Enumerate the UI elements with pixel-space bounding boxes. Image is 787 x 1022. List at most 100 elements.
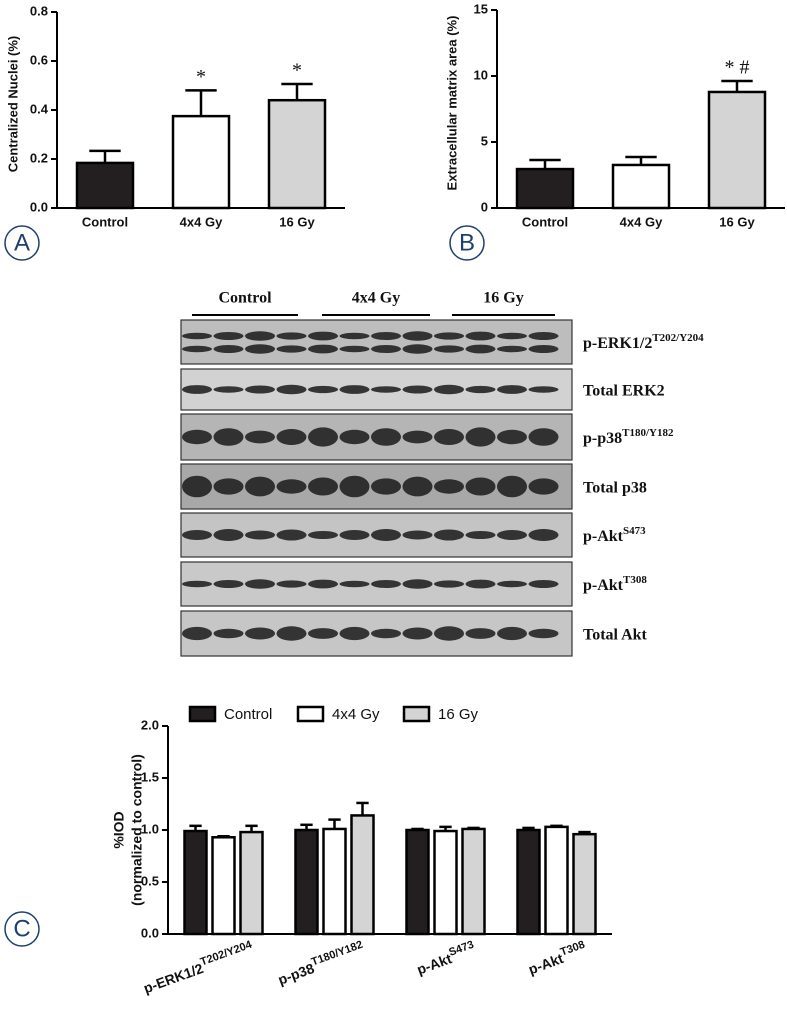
y-tick-label: 0.0: [30, 199, 48, 214]
error-bar: [189, 824, 202, 832]
category-name: p-Akt: [526, 950, 565, 977]
blot-row-label: p-ERK1/2T202/Y204: [583, 332, 704, 352]
blot-row-superscript: T180/Y182: [622, 427, 674, 439]
error-bar: [467, 826, 480, 830]
blot-band: [465, 477, 496, 496]
blot-group-label: Control: [218, 290, 272, 307]
blot-band: [182, 332, 212, 340]
blot-band: [245, 476, 275, 497]
panel-letter-circle: [449, 225, 485, 261]
blot-row-label: Total Akt: [583, 626, 648, 643]
blot-band: [213, 529, 244, 541]
blot-row-name: p-p38: [583, 430, 622, 447]
blot-band: [497, 332, 527, 340]
blot-band: [308, 477, 338, 496]
blot-band: [371, 478, 401, 495]
blot-band: [434, 580, 464, 588]
blot-band: [497, 385, 527, 394]
blot-band: [276, 384, 307, 395]
blot-band: [497, 580, 527, 588]
y-tick-label: 0.0: [141, 925, 159, 940]
category-name: p-ERK1/2: [141, 960, 205, 996]
bar: [211, 836, 236, 936]
x-tick-label: Control: [82, 214, 128, 229]
blot-band: [339, 429, 370, 445]
bar: [171, 114, 231, 210]
y-tick-label: 0.8: [30, 3, 48, 18]
x-tick-label: 4x4 Gy: [180, 214, 223, 229]
error-bar: [300, 823, 313, 830]
blot-band: [528, 580, 559, 588]
y-tick-label: 15: [474, 1, 488, 16]
blot-band: [528, 428, 559, 446]
bar: [183, 829, 208, 936]
blot-band: [371, 386, 401, 393]
blot-band: [213, 478, 244, 495]
blot-band: [371, 529, 401, 541]
error-bar: [245, 824, 258, 833]
y-tick-label: 10: [474, 67, 488, 82]
legend-label: Control: [224, 706, 272, 723]
y-tick-label: 0.4: [30, 101, 49, 116]
blot-band: [528, 386, 559, 393]
blot-band: [434, 332, 464, 340]
error-bar: [328, 818, 341, 829]
bar: [461, 827, 486, 936]
bar: [544, 825, 569, 936]
blot-band: [245, 331, 275, 341]
blot-band: [276, 580, 307, 588]
blot-group-label: 4x4 Gy: [352, 290, 400, 307]
blot-band: [434, 429, 464, 445]
blot-band: [339, 626, 370, 641]
blot-bands: [182, 331, 559, 354]
blot-band: [308, 344, 338, 354]
blot-band: [371, 428, 401, 446]
blot-band: [245, 430, 275, 444]
blot-band: [434, 384, 464, 395]
error-bar: [721, 79, 753, 92]
error-bar: [281, 82, 313, 101]
blot-band: [276, 529, 307, 541]
blot-band: [245, 385, 275, 394]
panel-letter-circle: [4, 225, 40, 261]
blot-band: [339, 385, 370, 394]
blot-band: [213, 580, 244, 588]
blot-bands: [182, 475, 559, 498]
blot-band: [276, 332, 307, 340]
blot-band: [213, 428, 244, 446]
blot-band: [308, 579, 338, 589]
panel-letter: A: [14, 229, 30, 256]
bar: [322, 827, 347, 936]
blot-band: [182, 580, 212, 588]
blot-band: [528, 345, 559, 353]
legend-label: 4x4 Gy: [332, 706, 380, 723]
x-tick-label: p-AktT308: [525, 939, 589, 977]
y-axis-label: (normalized to control): [129, 754, 145, 906]
blot-row-superscript: T202/Y204: [652, 332, 704, 344]
blot-band: [276, 479, 307, 494]
blot-band: [276, 429, 307, 445]
blot-band: [339, 345, 370, 353]
y-tick-label: 0.2: [30, 150, 48, 165]
blot-band: [434, 626, 464, 641]
bar: [75, 161, 135, 210]
x-tick-label: p-p38T180/Y182: [275, 939, 367, 988]
blot-band: [213, 332, 244, 340]
legend-swatch: [296, 705, 325, 723]
blot-band: [402, 430, 433, 444]
blot-band: [213, 386, 244, 393]
blot-band: [339, 475, 370, 498]
x-tick-label: p-AktS473: [414, 939, 478, 978]
blot-bands: [182, 529, 559, 541]
category-superscript: T202/Y204: [199, 938, 255, 968]
bar: [239, 830, 264, 936]
blot-band: [339, 580, 370, 588]
error-bar: [217, 834, 230, 838]
blot-bands: [182, 384, 559, 395]
blot-band: [308, 385, 338, 394]
category-superscript: T308: [559, 939, 587, 959]
blot-band: [371, 332, 401, 340]
blot-band: [245, 344, 275, 354]
blot-row-label: Total ERK2: [583, 382, 665, 399]
blot-band: [182, 385, 212, 394]
